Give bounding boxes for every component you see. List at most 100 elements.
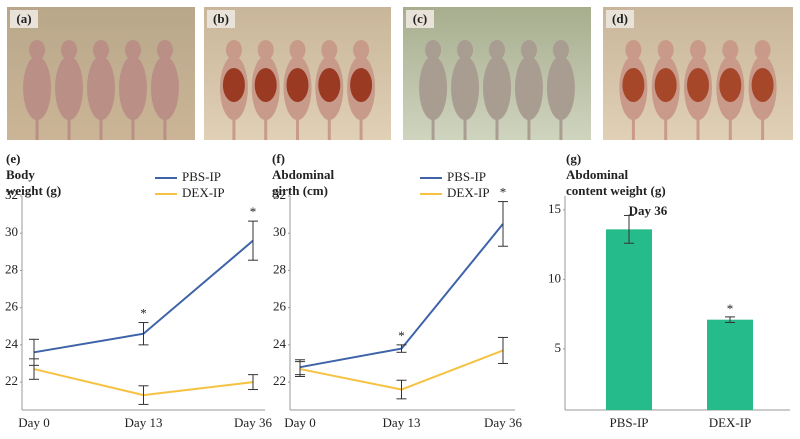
legend-label: PBS-IP <box>182 169 221 184</box>
y-axis-title: Abdominal <box>272 167 335 182</box>
legend-label: DEX-IP <box>182 185 225 200</box>
error-bar <box>396 344 407 353</box>
x-tick-label: Day 0 <box>284 415 315 430</box>
mouse-head <box>754 40 771 60</box>
photo-label: (a) <box>16 11 31 26</box>
mouse-belly <box>254 68 277 102</box>
mouse-head <box>289 40 306 60</box>
photo-label: (d) <box>612 11 628 26</box>
y-axis-title: Body <box>6 167 35 182</box>
x-tick-label: Day 13 <box>125 415 163 430</box>
mouse-body <box>546 56 575 120</box>
mouse-belly <box>222 68 245 102</box>
y-tick-label: 32 <box>273 187 286 202</box>
y-tick-label: 5 <box>555 340 562 355</box>
mouse-head <box>520 40 537 60</box>
bar <box>606 229 652 410</box>
mouse-belly <box>654 68 677 102</box>
y-axis-title: content weight (g) <box>566 183 666 198</box>
mouse-head <box>552 40 569 60</box>
y-tick-label: 26 <box>273 299 287 314</box>
photo-label-box <box>207 10 235 28</box>
y-tick-label: 28 <box>273 261 286 276</box>
error-bar <box>396 379 407 400</box>
mouse-head <box>625 40 642 60</box>
y-tick-label: 32 <box>5 187 18 202</box>
panel-label: (g) <box>566 151 581 166</box>
mouse-body <box>23 56 52 120</box>
mouse-head <box>93 40 109 60</box>
significance-mark: * <box>250 204 257 219</box>
mouse-body <box>451 56 480 120</box>
error-bar <box>138 322 149 346</box>
mouse-head <box>321 40 338 60</box>
mouse-head <box>722 40 739 60</box>
y-tick-label: 15 <box>548 201 561 216</box>
error-bar <box>248 374 258 391</box>
y-tick-label: 26 <box>5 299 19 314</box>
y-tick-label: 24 <box>5 336 19 351</box>
mouse-head <box>156 40 173 60</box>
error-bar <box>498 336 508 364</box>
photo-label: (c) <box>413 11 427 26</box>
mouse-belly <box>622 68 645 102</box>
mouse-body <box>118 56 147 120</box>
significance-mark: * <box>398 328 405 343</box>
error-bar <box>248 220 258 261</box>
x-tick-label: PBS-IP <box>609 415 648 430</box>
error-bar <box>295 361 305 378</box>
mouse-belly <box>286 68 309 102</box>
mouse-belly <box>719 68 742 102</box>
mouse-head <box>457 40 474 60</box>
mouse-head <box>257 40 274 60</box>
mouse-head <box>124 40 141 60</box>
mouse-body <box>419 56 448 120</box>
mouse-head <box>489 40 505 60</box>
photo-label-box <box>606 10 634 28</box>
error-bar <box>498 201 508 247</box>
mouse-body <box>483 56 511 120</box>
chart-subtitle: Day 36 <box>629 203 668 218</box>
y-axis-title: weight (g) <box>6 183 61 198</box>
significance-mark: * <box>140 306 147 321</box>
y-tick-label: 22 <box>5 373 18 388</box>
x-tick-label: Day 36 <box>234 415 272 430</box>
photo-label: (b) <box>213 11 229 26</box>
panel-label: (f) <box>272 151 285 166</box>
panel-label: (e) <box>6 151 20 166</box>
y-tick-label: 24 <box>273 336 287 351</box>
x-tick-label: Day 13 <box>383 415 421 430</box>
photo-label-box <box>10 10 38 28</box>
photo-label-box <box>406 10 434 28</box>
mouse-belly <box>318 68 341 102</box>
mouse-belly <box>751 68 774 102</box>
mouse-head <box>225 40 242 60</box>
bar <box>707 319 753 410</box>
y-tick-label: 22 <box>273 373 286 388</box>
mouse-body <box>55 56 84 120</box>
error-bar <box>29 358 39 380</box>
y-axis-title: girth (cm) <box>272 183 328 198</box>
error-bar <box>624 214 634 244</box>
error-bar <box>138 385 149 405</box>
mouse-belly <box>687 68 709 102</box>
mouse-belly <box>350 68 373 102</box>
significance-mark: * <box>500 185 507 200</box>
x-tick-label: Day 36 <box>484 415 522 430</box>
error-bar <box>725 316 735 323</box>
mouse-body <box>87 56 115 120</box>
mouse-head <box>29 40 46 60</box>
mouse-body <box>150 56 179 120</box>
mice <box>23 40 777 140</box>
mouse-head <box>690 40 706 60</box>
legend-label: DEX-IP <box>447 185 490 200</box>
y-tick-label: 30 <box>5 224 18 239</box>
mouse-body <box>514 56 543 120</box>
y-tick-label: 30 <box>273 224 286 239</box>
y-tick-label: 28 <box>5 261 18 276</box>
y-tick-label: 10 <box>548 270 561 285</box>
mouse-head <box>353 40 370 60</box>
mouse-head <box>61 40 78 60</box>
significance-mark: * <box>727 301 734 316</box>
mouse-head <box>657 40 674 60</box>
